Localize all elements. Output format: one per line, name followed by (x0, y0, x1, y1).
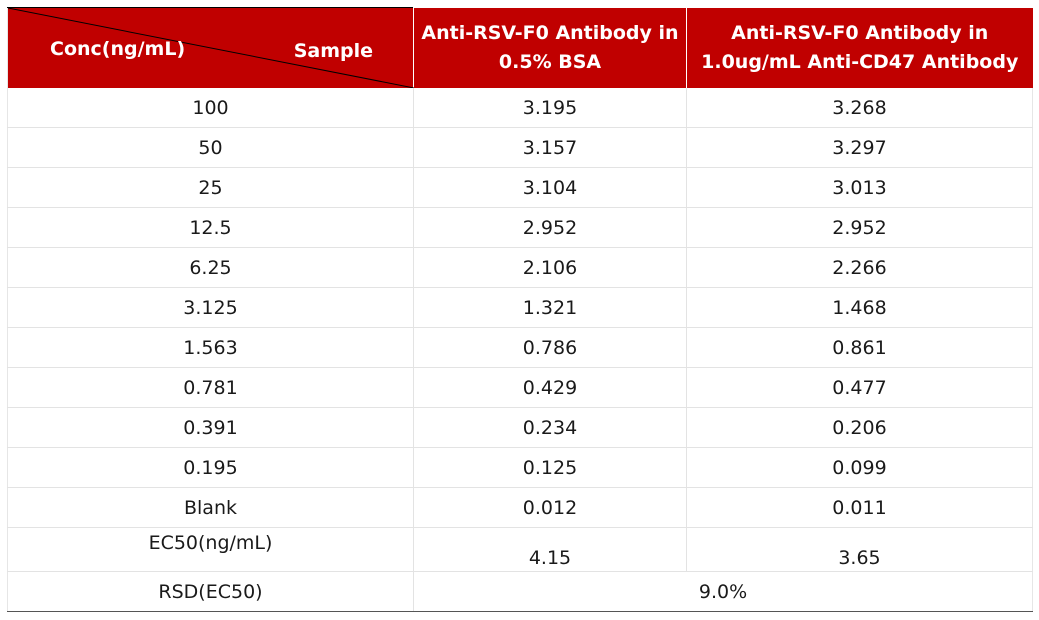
cd47-value-cell: 2.266 (686, 247, 1033, 288)
bsa-header-line1: Anti-RSV-F0 Antibody in (421, 21, 679, 44)
table-row: 12.5 2.952 2.952 (7, 207, 1033, 248)
table-row: 1.563 0.786 0.861 (7, 327, 1033, 368)
cd47-column-header: Anti-RSV-F0 Antibody in 1.0ug/mL Anti-CD… (686, 7, 1033, 88)
bsa-value-cell: 3.104 (413, 167, 687, 208)
table-row: Blank 0.012 0.011 (7, 487, 1033, 528)
cd47-value-cell: 3.013 (686, 167, 1033, 208)
bsa-value-cell: 0.786 (413, 327, 687, 368)
conc-cell: 0.195 (7, 447, 414, 488)
cd47-header-line2: 1.0ug/mL Anti-CD47 Antibody (701, 50, 1019, 73)
cd47-value-cell: 3.297 (686, 127, 1033, 168)
conc-cell: 6.25 (7, 247, 414, 288)
conc-cell: 100 (7, 88, 414, 128)
bsa-column-header: Anti-RSV-F0 Antibody in 0.5% BSA (413, 7, 687, 88)
ec50-data-table: Conc(ng/mL) Sample Anti-RSV-F0 Antibody … (7, 7, 1033, 612)
ec50-label-cell: EC50(ng/mL) (7, 527, 414, 572)
table-row: 100 3.195 3.268 (7, 88, 1033, 128)
bsa-value-cell: 3.157 (413, 127, 687, 168)
bsa-value-cell: 0.234 (413, 407, 687, 448)
rsd-row: RSD(EC50) 9.0% (7, 571, 1033, 612)
cd47-value-cell: 0.477 (686, 367, 1033, 408)
conc-cell: Blank (7, 487, 414, 528)
bsa-value-cell: 2.106 (413, 247, 687, 288)
table-row: 50 3.157 3.297 (7, 127, 1033, 168)
table-row: 0.195 0.125 0.099 (7, 447, 1033, 488)
rsd-label-cell: RSD(EC50) (7, 571, 414, 612)
conc-cell: 1.563 (7, 327, 414, 368)
cd47-value-cell: 3.268 (686, 88, 1033, 128)
cd47-value-cell: 0.861 (686, 327, 1033, 368)
table-row: 25 3.104 3.013 (7, 167, 1033, 208)
corner-header-cell: Conc(ng/mL) Sample (7, 7, 414, 88)
cd47-value-cell: 0.206 (686, 407, 1033, 448)
table-row: 3.125 1.321 1.468 (7, 287, 1033, 328)
rsd-value-cell: 9.0% (413, 571, 1033, 612)
bsa-value-cell: 0.012 (413, 487, 687, 528)
ec50-bsa-cell: 4.15 (413, 527, 687, 572)
conc-cell: 25 (7, 167, 414, 208)
bsa-value-cell: 2.952 (413, 207, 687, 248)
table-row: 0.781 0.429 0.477 (7, 367, 1033, 408)
bsa-value-cell: 0.125 (413, 447, 687, 488)
cd47-value-cell: 2.952 (686, 207, 1033, 248)
cd47-value-cell: 1.468 (686, 287, 1033, 328)
bsa-header-line2: 0.5% BSA (498, 50, 602, 73)
table-row: 0.391 0.234 0.206 (7, 407, 1033, 448)
conc-cell: 50 (7, 127, 414, 168)
diagonal-divider (8, 8, 414, 88)
table-row: 6.25 2.106 2.266 (7, 247, 1033, 288)
conc-cell: 0.391 (7, 407, 414, 448)
ec50-cd47-cell: 3.65 (686, 527, 1033, 572)
conc-cell: 3.125 (7, 287, 414, 328)
cd47-header-line1: Anti-RSV-F0 Antibody in (731, 21, 989, 44)
bsa-value-cell: 0.429 (413, 367, 687, 408)
bsa-value-cell: 1.321 (413, 287, 687, 328)
conc-cell: 0.781 (7, 367, 414, 408)
conc-cell: 12.5 (7, 207, 414, 248)
sample-header-label: Sample (293, 40, 373, 62)
ec50-row: EC50(ng/mL) 4.15 3.65 (7, 527, 1033, 572)
table-header-row: Conc(ng/mL) Sample Anti-RSV-F0 Antibody … (7, 7, 1033, 88)
conc-header-label: Conc(ng/mL) (50, 38, 186, 60)
cd47-value-cell: 0.011 (686, 487, 1033, 528)
bsa-value-cell: 3.195 (413, 88, 687, 128)
cd47-value-cell: 0.099 (686, 447, 1033, 488)
